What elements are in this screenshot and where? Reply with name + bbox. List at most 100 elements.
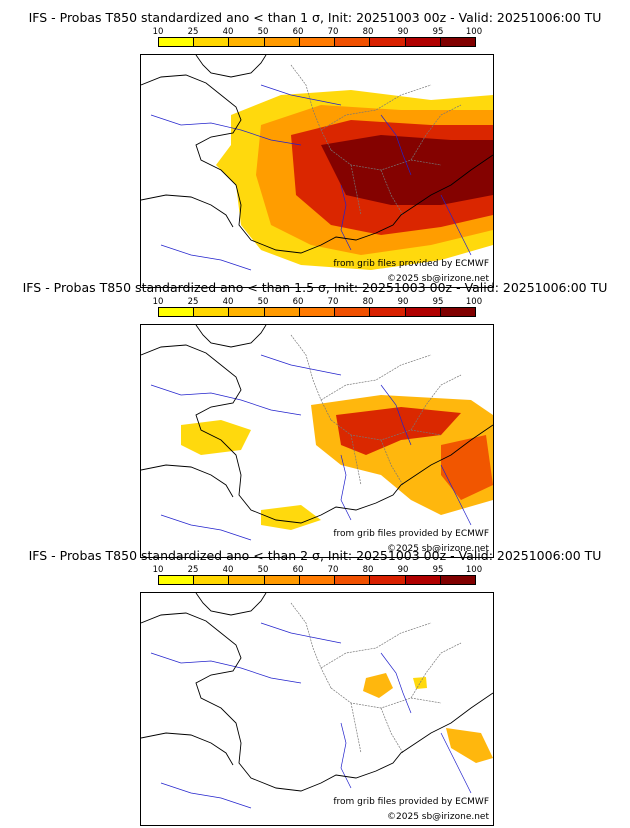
river-line	[340, 184, 352, 251]
source-credit: from grib files provided by ECMWF	[333, 797, 489, 807]
probability-area	[363, 673, 393, 698]
coastline	[141, 612, 493, 792]
color-bar-segment	[404, 38, 440, 46]
country-border-line	[380, 707, 404, 754]
probability-area	[413, 677, 427, 689]
country-border-line	[320, 354, 432, 401]
probability-area	[446, 728, 493, 763]
color-bar-segment	[193, 38, 229, 46]
color-bar	[158, 575, 476, 585]
color-bar	[158, 307, 476, 317]
probability-area	[441, 435, 493, 500]
color-bar-segment	[404, 308, 440, 316]
color-bar-segment	[369, 38, 405, 46]
scale-tick-label: 70	[327, 565, 339, 575]
river-line	[440, 464, 472, 526]
copyright-credit: ©2025 sb@irizone.net	[387, 274, 489, 284]
copyright-credit: ©2025 sb@irizone.net	[387, 544, 489, 554]
color-bar-segment	[404, 576, 440, 584]
river-line	[440, 194, 472, 256]
scale-tick-label: 40	[222, 297, 234, 307]
scale-tick-label: 10	[152, 565, 164, 575]
coastline	[195, 55, 267, 78]
river-line	[340, 454, 352, 521]
scale-tick-label: 90	[397, 565, 409, 575]
color-bar	[158, 37, 476, 47]
scale-tick-label: 10	[152, 27, 164, 37]
country-border-line	[290, 334, 332, 421]
color-bar-segment	[334, 38, 370, 46]
scale-tick-label: 100	[465, 27, 483, 37]
map-drawing	[141, 593, 493, 809]
color-bar-segment	[193, 576, 229, 584]
map-drawing	[141, 325, 493, 541]
scale-tick-label: 60	[292, 565, 304, 575]
river-line	[150, 114, 302, 146]
country-border-line	[350, 164, 362, 216]
probability-area	[261, 505, 321, 530]
scale-tick-label: 80	[362, 27, 374, 37]
europe-probability-map: from grib files provided by ECMWF ©2025 …	[140, 54, 494, 288]
scale-tick-label: 95	[432, 297, 444, 307]
country-border-line	[350, 434, 362, 486]
country-border-line	[290, 602, 332, 689]
scale-tick-label: 50	[257, 297, 269, 307]
river-line	[260, 84, 342, 106]
scale-tick-label: 100	[465, 297, 483, 307]
probability-area	[336, 407, 461, 455]
color-bar-segment	[298, 576, 335, 584]
river-line	[160, 244, 252, 271]
coastline	[141, 194, 234, 228]
country-border-line	[290, 64, 332, 151]
color-bar-segment	[228, 38, 264, 46]
color-bar-segment	[263, 38, 299, 46]
copyright-credit: ©2025 sb@irizone.net	[387, 812, 489, 822]
scale-tick-label: 80	[362, 297, 374, 307]
color-bar-segment	[159, 308, 194, 316]
country-border-line	[410, 642, 462, 699]
color-bar-segment	[439, 38, 475, 46]
color-bar-segment	[439, 576, 475, 584]
color-bar-segment	[159, 38, 194, 46]
country-border-line	[320, 622, 432, 669]
coastline	[141, 344, 493, 524]
river-line	[260, 354, 342, 376]
probability-area	[321, 135, 493, 205]
scale-tick-label: 70	[327, 27, 339, 37]
panel-title: IFS - Probas T850 standardized ano < tha…	[28, 548, 602, 563]
coastline	[141, 464, 234, 498]
scale-tick-label: 70	[327, 297, 339, 307]
scale-tick-label: 95	[432, 27, 444, 37]
color-bar-segment	[439, 308, 475, 316]
color-scale: 10 25 40 50 60 70 80 90 95 100	[153, 565, 482, 587]
scale-tick-label: 90	[397, 297, 409, 307]
color-bar-segment	[263, 308, 299, 316]
panel-title: IFS - Probas T850 standardized ano < tha…	[28, 10, 602, 25]
scale-tick-label: 60	[292, 27, 304, 37]
scale-tick-label: 60	[292, 297, 304, 307]
color-scale: 10 25 40 50 60 70 80 90 95 100	[153, 297, 482, 319]
river-line	[380, 384, 412, 446]
color-bar-segment	[369, 576, 405, 584]
river-line	[150, 652, 302, 684]
color-bar-segment	[334, 576, 370, 584]
color-bar-segment	[298, 38, 335, 46]
panel-title: IFS - Probas T850 standardized ano < tha…	[22, 280, 608, 295]
coastline	[195, 325, 267, 348]
scale-tick-label: 80	[362, 565, 374, 575]
color-scale: 10 25 40 50 60 70 80 90 95 100	[153, 27, 482, 49]
river-line	[380, 114, 412, 176]
color-bar-segment	[193, 308, 229, 316]
scale-tick-label: 25	[187, 565, 199, 575]
river-line	[160, 782, 252, 809]
color-bar-segment	[334, 308, 370, 316]
country-border-line	[380, 439, 404, 486]
scale-tick-label: 10	[152, 297, 164, 307]
scale-tick-label: 50	[257, 565, 269, 575]
color-bar-segment	[228, 576, 264, 584]
river-line	[260, 622, 342, 644]
scale-tick-label: 95	[432, 565, 444, 575]
scale-tick-label: 25	[187, 27, 199, 37]
color-bar-segment	[263, 576, 299, 584]
country-border-line	[380, 169, 404, 216]
